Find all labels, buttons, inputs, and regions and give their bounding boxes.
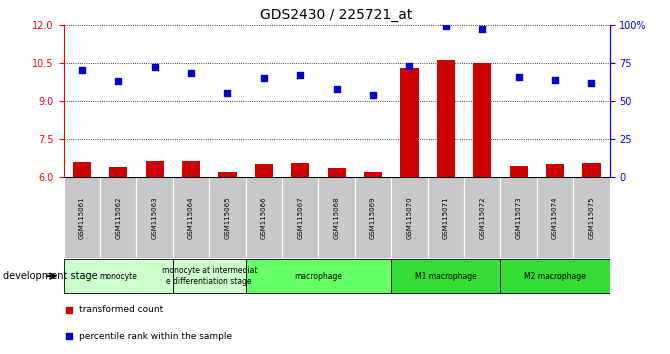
Bar	[73, 162, 91, 177]
Bar	[282, 177, 318, 258]
Bar	[64, 259, 173, 293]
Text: GSM115075: GSM115075	[588, 196, 594, 239]
Bar	[473, 63, 491, 177]
Text: percentile rank within the sample: percentile rank within the sample	[79, 332, 232, 341]
Bar	[109, 167, 127, 177]
Point	[63, 307, 74, 313]
Point	[149, 64, 160, 70]
Bar	[182, 160, 200, 177]
Bar	[246, 177, 282, 258]
Text: development stage: development stage	[3, 271, 98, 281]
Bar	[173, 259, 246, 293]
Text: GSM115064: GSM115064	[188, 196, 194, 239]
Bar	[510, 166, 528, 177]
Bar	[137, 177, 173, 258]
Bar	[246, 259, 391, 293]
Bar	[427, 177, 464, 258]
Bar	[100, 177, 137, 258]
Point	[549, 77, 560, 82]
Text: GSM115074: GSM115074	[552, 196, 558, 239]
Point	[63, 333, 74, 339]
Point	[513, 74, 524, 79]
Bar	[318, 177, 355, 258]
Text: GSM115073: GSM115073	[516, 196, 522, 239]
Text: GSM115062: GSM115062	[115, 196, 121, 239]
Bar	[173, 177, 209, 258]
Bar	[464, 177, 500, 258]
Point	[222, 90, 233, 96]
Text: GSM115066: GSM115066	[261, 196, 267, 239]
Point	[186, 71, 196, 76]
Text: GSM115067: GSM115067	[297, 196, 304, 239]
Text: M1 macrophage: M1 macrophage	[415, 272, 477, 281]
Text: M2 macrophage: M2 macrophage	[524, 272, 586, 281]
Text: GSM115065: GSM115065	[224, 196, 230, 239]
Title: GDS2430 / 225721_at: GDS2430 / 225721_at	[261, 8, 413, 22]
Point	[332, 86, 342, 92]
Bar	[145, 160, 163, 177]
Text: GSM115061: GSM115061	[79, 196, 85, 239]
Bar	[291, 163, 310, 177]
Bar	[218, 172, 237, 177]
Point	[441, 23, 452, 29]
Bar	[391, 177, 427, 258]
Bar	[364, 172, 382, 177]
Point	[76, 68, 87, 73]
Bar	[437, 60, 455, 177]
Text: monocyte: monocyte	[99, 272, 137, 281]
Bar	[64, 177, 100, 258]
Text: macrophage: macrophage	[295, 272, 342, 281]
Text: GSM115069: GSM115069	[370, 196, 376, 239]
Bar	[537, 177, 574, 258]
Bar	[355, 177, 391, 258]
Text: GSM115063: GSM115063	[151, 196, 157, 239]
Bar	[401, 68, 419, 177]
Text: GSM115068: GSM115068	[334, 196, 340, 239]
Bar	[255, 164, 273, 177]
Bar	[500, 259, 610, 293]
Text: GSM115071: GSM115071	[443, 196, 449, 239]
Bar	[574, 177, 610, 258]
Bar	[582, 163, 600, 177]
Bar	[328, 168, 346, 177]
Point	[295, 72, 306, 78]
Point	[259, 75, 269, 81]
Point	[477, 27, 488, 32]
Bar	[546, 164, 564, 177]
Text: monocyte at intermediat
e differentiation stage: monocyte at intermediat e differentiatio…	[161, 267, 257, 286]
Point	[586, 80, 597, 85]
Bar	[500, 177, 537, 258]
Text: GSM115070: GSM115070	[407, 196, 413, 239]
Bar	[209, 177, 246, 258]
Point	[404, 63, 415, 69]
Text: transformed count: transformed count	[79, 305, 163, 314]
Text: GSM115072: GSM115072	[479, 196, 485, 239]
Point	[113, 78, 123, 84]
Bar	[391, 259, 500, 293]
Point	[368, 92, 379, 98]
